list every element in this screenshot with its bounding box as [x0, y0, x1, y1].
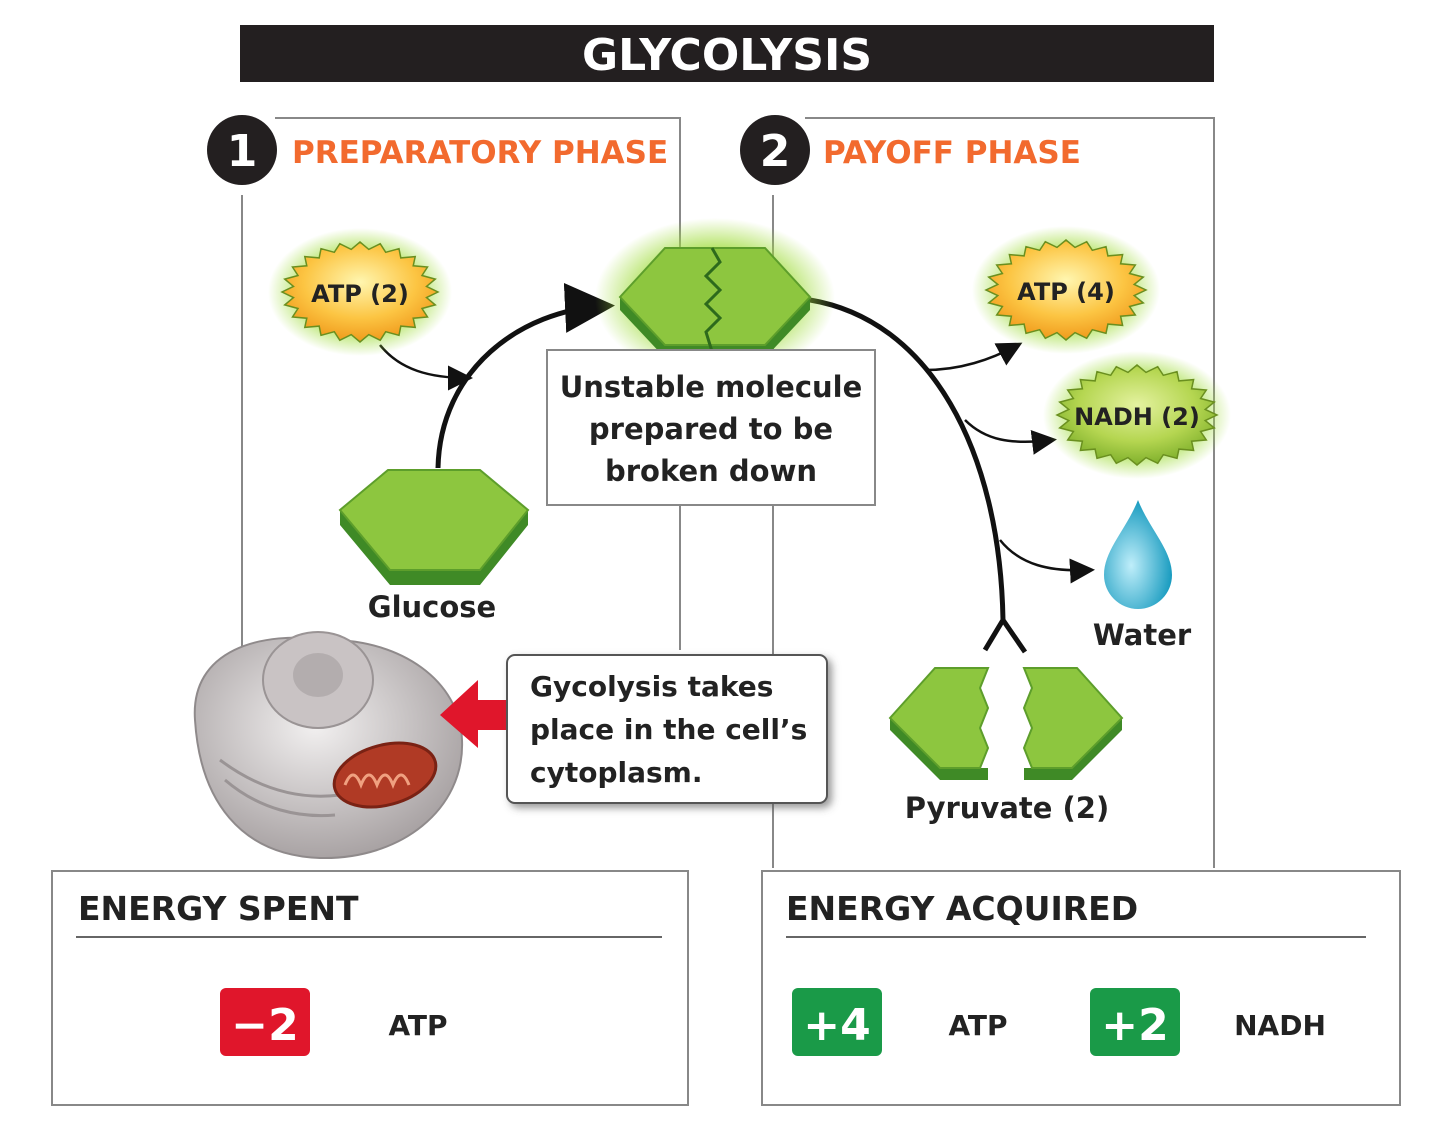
water-label: Water — [1093, 618, 1192, 652]
unstable-line-3: broken down — [605, 454, 817, 488]
acquired-atp-amount: +4 — [803, 1000, 870, 1051]
callout-line-2: place in the cell’s — [530, 713, 807, 746]
nadh-output-label: NADH (2) — [1074, 403, 1200, 431]
pyruvate-left-half — [888, 667, 990, 780]
spent-amount-badge — [220, 988, 310, 1056]
phase-1-number: 1 — [227, 126, 258, 177]
glucose-hexagon — [338, 469, 530, 585]
callout-line-3: cytoplasm. — [530, 756, 702, 789]
nadh-output-arrow — [964, 419, 1057, 455]
glucose-to-unstable-arrow — [435, 282, 615, 469]
phase-2-number: 2 — [760, 126, 791, 177]
phase-1-badge — [207, 115, 277, 185]
energy-spent-heading: ENERGY SPENT — [78, 889, 359, 928]
acquired-nadh-amount: +2 — [1101, 1000, 1168, 1051]
phase-2-label: PAYOFF PHASE — [823, 135, 1081, 171]
water-output-arrow — [999, 539, 1095, 584]
atp-output-arrow — [924, 342, 1023, 372]
energy-acquired-heading: ENERGY ACQUIRED — [786, 889, 1138, 928]
pyruvate-label: Pyruvate (2) — [905, 791, 1109, 825]
acquired-atp-label: ATP — [948, 1009, 1007, 1042]
unstable-molecule-hexagon — [595, 218, 835, 378]
phase-2-badge — [740, 115, 810, 185]
nadh-output-starburst — [1043, 351, 1231, 479]
title: GLYCOLYSIS — [582, 30, 872, 81]
cytoplasm-callout — [506, 654, 828, 804]
energy-spent-box — [51, 870, 689, 1106]
atp-input-starburst — [268, 228, 452, 356]
atp-output-starburst — [972, 226, 1160, 354]
title-bar — [240, 25, 1214, 82]
atp-input-label: ATP (2) — [311, 280, 409, 308]
unstable-line-2: prepared to be — [589, 412, 833, 446]
spent-molecule-label: ATP — [388, 1009, 447, 1042]
atp-output-label: ATP (4) — [1017, 278, 1115, 306]
callout-line-1: Gycolysis takes — [530, 670, 773, 703]
pyruvate-right-half — [1022, 667, 1124, 780]
unstable-to-pyruvate-arrow — [809, 297, 1028, 654]
water-drop-icon — [1104, 500, 1172, 609]
unstable-line-1: Unstable molecule — [560, 370, 863, 404]
acquired-nadh-label: NADH — [1234, 1009, 1326, 1042]
red-pointer-arrow — [440, 680, 508, 748]
acquired-nadh-amount-badge — [1090, 988, 1180, 1056]
unstable-molecule-box — [546, 349, 876, 506]
glucose-label: Glucose — [368, 590, 496, 624]
phase-1-label: PREPARATORY PHASE — [292, 135, 668, 171]
spent-amount: −2 — [231, 1000, 298, 1051]
acquired-atp-amount-badge — [792, 988, 882, 1056]
animal-cell-illustration — [193, 631, 464, 860]
